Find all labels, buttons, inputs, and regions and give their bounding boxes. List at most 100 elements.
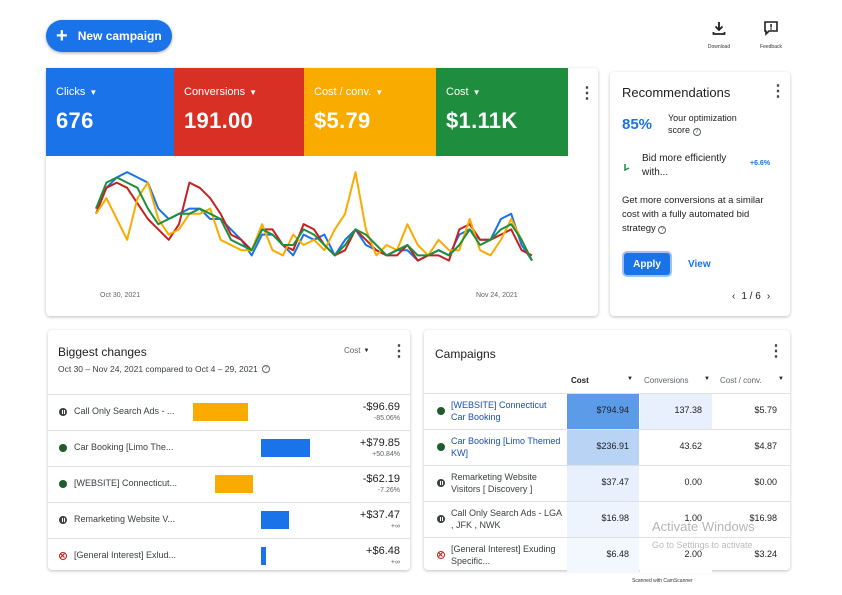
paused-status-icon: [437, 479, 445, 487]
change-row[interactable]: Remarketing Website V... +$37.47 +∞: [48, 502, 410, 538]
scanner-footer: Scanned with CamScanner: [632, 578, 693, 584]
paused-status-icon: [59, 516, 67, 524]
windows-watermark-subtext: Go to Settings to activate: [652, 540, 753, 550]
cost-cell: $16.98: [567, 502, 639, 537]
more-options-icon[interactable]: ⋮: [391, 343, 407, 360]
cost-per-conv-cell: $3.24: [754, 549, 777, 559]
download-label: Download: [707, 44, 731, 50]
change-percent: -85.06%: [373, 415, 400, 422]
series-line-3: [95, 176, 533, 262]
change-bar: [215, 475, 254, 493]
caret-down-icon: ▼: [472, 87, 481, 97]
campaign-name: [WEBSITE] Connecticut...: [74, 478, 178, 488]
help-icon[interactable]: ?: [658, 226, 667, 234]
more-options-icon[interactable]: ⋮: [579, 85, 595, 102]
caret-down-icon: ▼: [89, 87, 98, 97]
change-row[interactable]: Car Booking [Limo The... +$79.85 +50.84%: [48, 430, 410, 466]
campaign-name[interactable]: Call Only Search Ads - LGA , JFK , NWK: [451, 508, 562, 530]
campaign-name[interactable]: [General Interest] Exuding Specific...: [451, 544, 556, 566]
campaign-row[interactable]: Remarketing Website Visitors [ Discovery…: [424, 465, 790, 501]
change-delta: -$96.69: [362, 401, 400, 413]
chevron-left-icon[interactable]: ‹: [732, 291, 736, 302]
performance-card: Clicks ▼ 676 Conversions ▼ 191.00 Cost / c…: [46, 68, 598, 316]
cost-cell: $794.94: [567, 394, 639, 429]
new-campaign-button[interactable]: + New campaign: [46, 20, 172, 52]
caret-down-icon: ▼: [704, 376, 710, 382]
recommendations-card: Recommendations ⋮ 85% Your optimization …: [610, 72, 790, 316]
performance-line-chart: [95, 171, 533, 262]
optimization-score: 85%: [622, 116, 653, 133]
campaign-name: Call Only Search Ads - ...: [74, 406, 175, 416]
change-row[interactable]: [General Interest] Exlud... +$6.48 +∞: [48, 538, 410, 574]
biggest-changes-card: Biggest changes Oct 30 – Nov 24, 2021 co…: [48, 330, 410, 570]
change-delta: +$79.85: [359, 437, 400, 449]
active-status-icon: [437, 443, 445, 451]
more-options-icon[interactable]: ⋮: [768, 343, 784, 360]
change-row[interactable]: Call Only Search Ads - ... -$96.69 -85.06%: [48, 394, 410, 430]
recommendation-uplift-badge: +6.6%: [750, 160, 771, 167]
sort-dropdown[interactable]: Cost ▼: [344, 346, 369, 355]
cost-cell: $37.47: [567, 466, 639, 501]
caret-down-icon: ▼: [363, 347, 370, 354]
campaign-name[interactable]: Remarketing Website Visitors [ Discovery…: [451, 472, 537, 494]
download-icon: [712, 22, 726, 35]
feedback-button[interactable]: Feedback: [749, 20, 793, 50]
campaign-name: [General Interest] Exlud...: [74, 550, 177, 560]
active-status-icon: [437, 407, 445, 415]
windows-watermark: Activate Windows: [652, 519, 755, 534]
chart-x-start-label: Oct 30, 2021: [100, 292, 141, 299]
recommendation-item-text[interactable]: Bid more efficiently with...: [642, 153, 727, 178]
column-header-cost-per-conv[interactable]: Cost / conv. ▼: [720, 376, 784, 385]
download-button[interactable]: Download: [697, 20, 741, 50]
column-header-label: Conversions: [644, 376, 689, 385]
campaign-row[interactable]: [General Interest] Exuding Specific... $6…: [424, 537, 790, 573]
metric-tile-conversions[interactable]: Conversions ▼ 191.00: [174, 68, 304, 156]
caret-down-icon: ▼: [249, 87, 258, 97]
apply-button[interactable]: Apply: [624, 253, 670, 275]
view-link[interactable]: View: [688, 259, 711, 270]
series-line-0: [95, 171, 533, 262]
column-header-cost[interactable]: Cost ▼: [571, 376, 633, 385]
change-percent: +∞: [390, 559, 400, 566]
series-line-1: [95, 181, 533, 262]
metric-label: Cost / conv.: [314, 86, 372, 98]
change-percent: +50.84%: [372, 451, 400, 458]
cost-per-conv-cell: $16.98: [749, 513, 777, 523]
change-percent: +∞: [390, 523, 400, 530]
campaign-name: Remarketing Website V...: [74, 514, 176, 524]
caret-down-icon: ▼: [778, 376, 784, 382]
metric-tile-cost[interactable]: Cost ▼ $1.11K: [436, 68, 568, 156]
conversions-cell: 137.38: [640, 394, 712, 429]
campaign-name: Car Booking [Limo The...: [74, 442, 174, 452]
metric-value: 191.00: [184, 108, 254, 133]
conversions-cell: 2.00: [640, 538, 712, 573]
change-bar: [261, 547, 266, 565]
chart-x-end-label: Nov 24, 2021: [476, 292, 518, 299]
help-icon[interactable]: ?: [692, 128, 701, 136]
change-percent: -7.26%: [377, 487, 400, 494]
help-icon[interactable]: ?: [261, 365, 270, 373]
conversions-cell: 0.00: [640, 466, 712, 501]
campaign-name[interactable]: [WEBSITE] Connecticut Car Booking: [451, 400, 547, 422]
change-delta: +$37.47: [359, 509, 400, 521]
campaign-row[interactable]: Car Booking [Limo Themed KW] $236.91 43.62…: [424, 429, 790, 465]
feedback-label: Feedback: [760, 44, 782, 50]
biggest-changes-title: Biggest changes: [58, 345, 147, 359]
caret-down-icon: ▼: [627, 376, 633, 382]
recommendation-description-text: Get more conversions at a similar cost w…: [622, 195, 764, 234]
change-row[interactable]: [WEBSITE] Connecticut... -$62.19 -7.26%: [48, 466, 410, 502]
change-bar: [261, 439, 311, 457]
campaigns-title: Campaigns: [435, 347, 496, 361]
campaign-name[interactable]: Car Booking [Limo Themed KW]: [451, 436, 561, 458]
active-status-icon: [59, 480, 67, 488]
removed-status-icon: [437, 551, 445, 559]
chevron-right-icon[interactable]: ›: [766, 291, 771, 302]
metric-tile-cost-per-conv[interactable]: Cost / conv. ▼ $5.79: [304, 68, 436, 156]
more-options-icon[interactable]: ⋮: [770, 83, 786, 100]
campaign-row[interactable]: [WEBSITE] Connecticut Car Booking $794.94…: [424, 393, 790, 429]
metric-tile-clicks[interactable]: Clicks ▼ 676: [46, 68, 174, 156]
column-header-label: Cost / conv.: [720, 376, 762, 385]
column-header-conversions[interactable]: Conversions ▼: [644, 376, 710, 385]
metric-value: 676: [56, 108, 94, 133]
campaign-row[interactable]: Call Only Search Ads - LGA , JFK , NWK $1…: [424, 501, 790, 537]
